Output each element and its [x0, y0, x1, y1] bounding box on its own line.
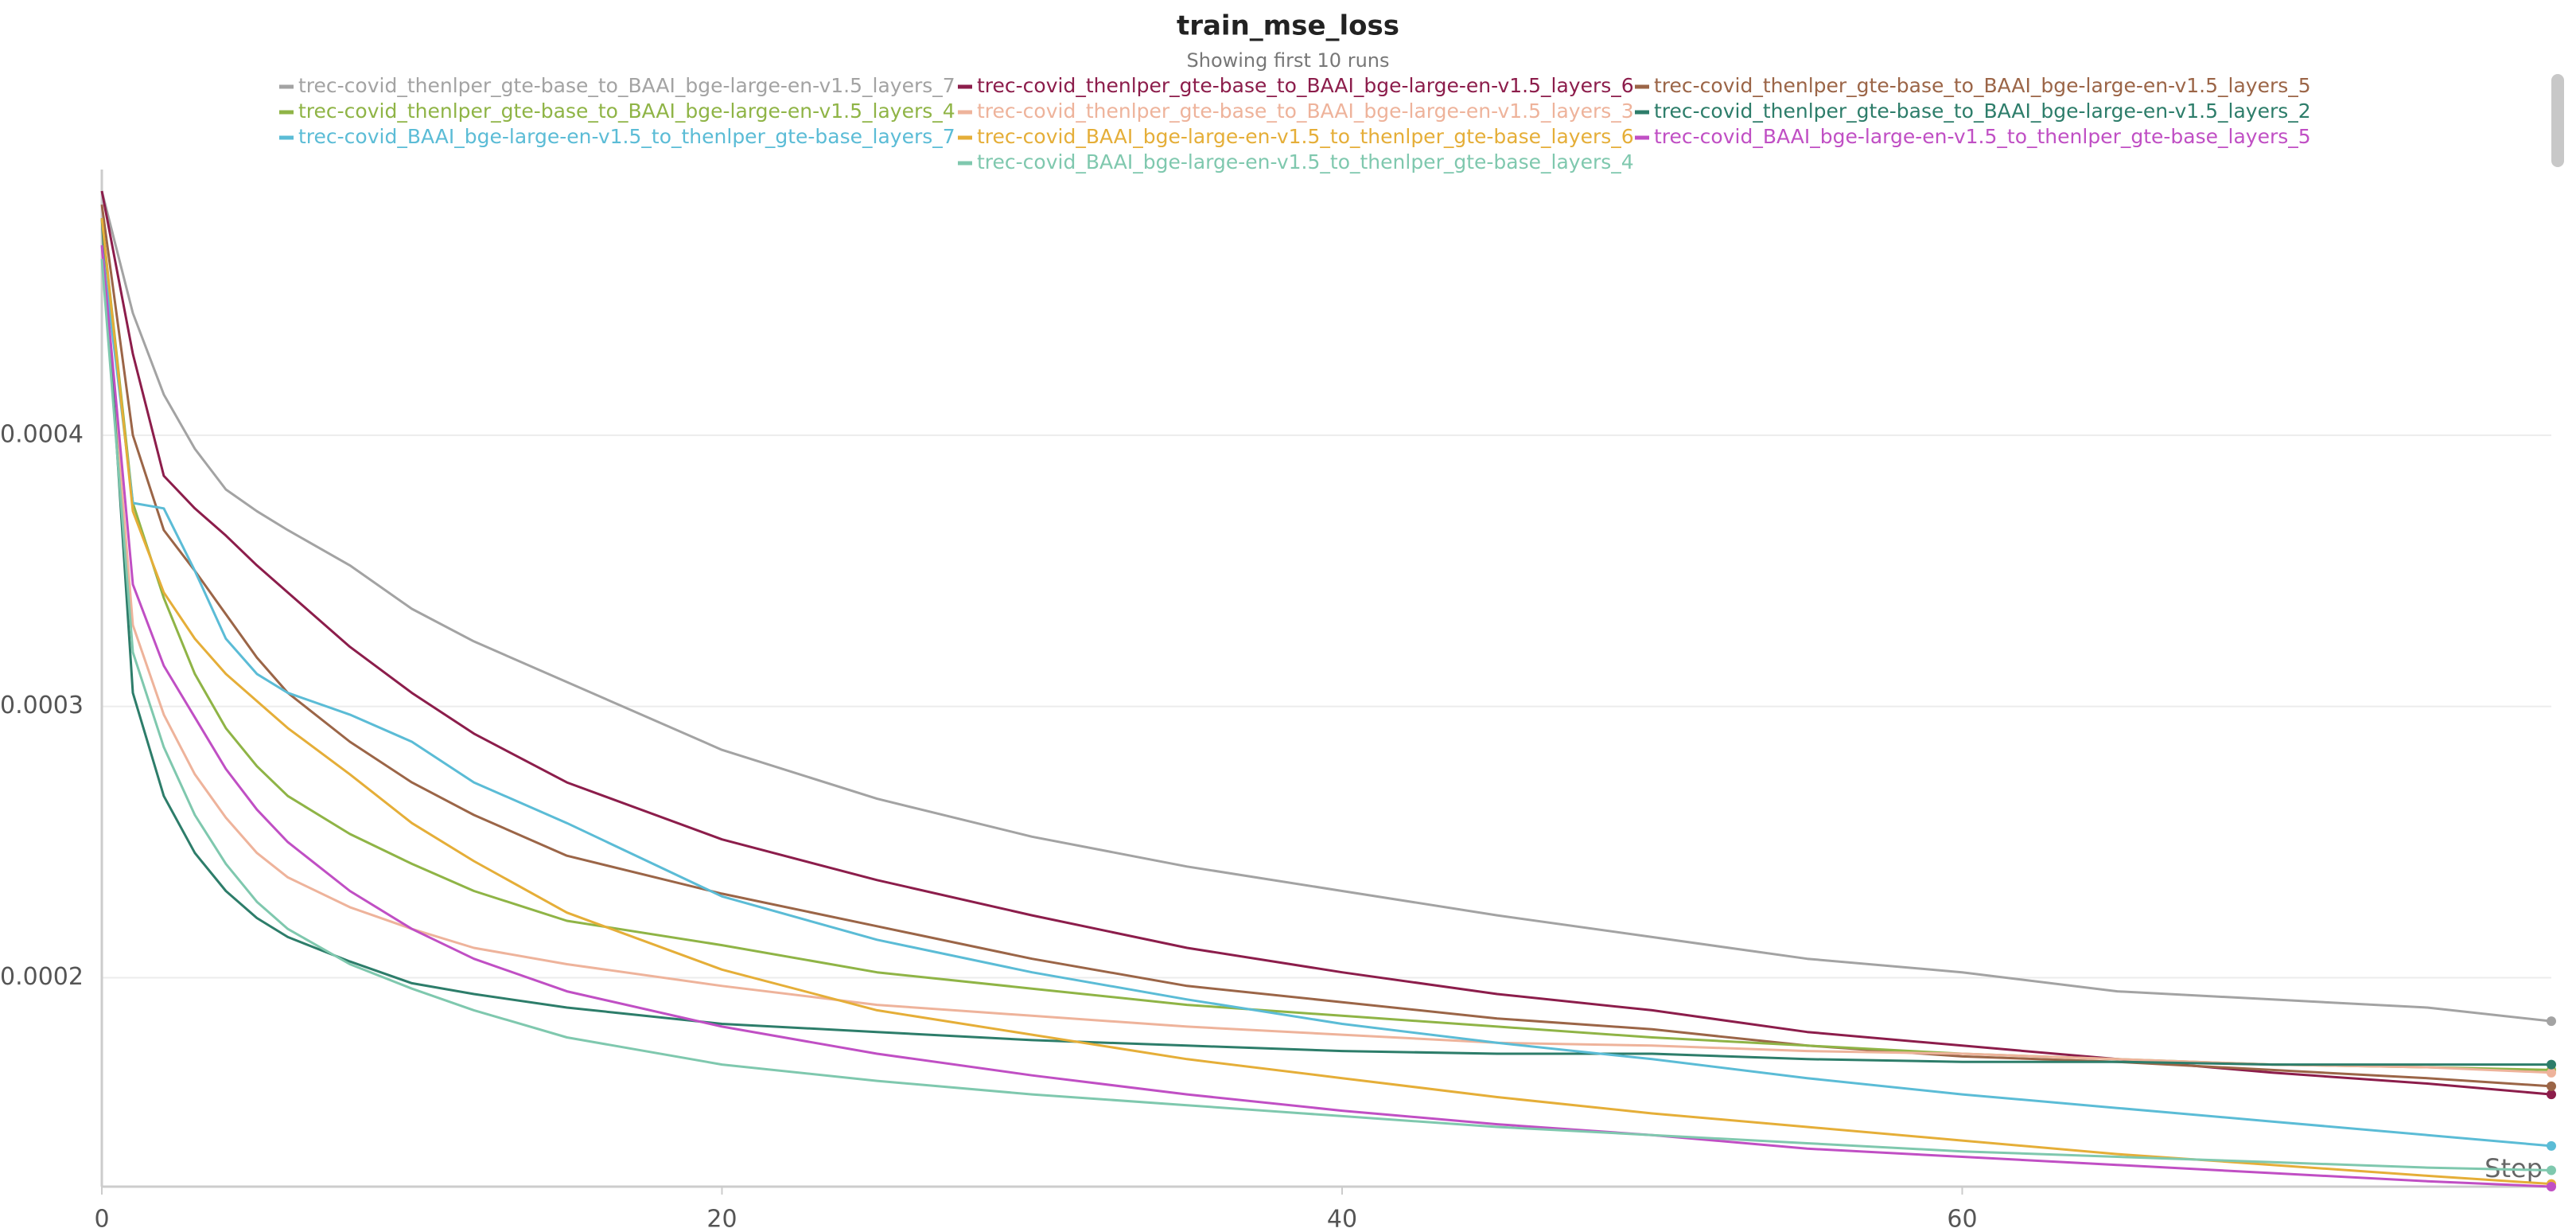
x-tick-label: 0 [94, 1206, 109, 1232]
legend-label: trec-covid_thenlper_gte-base_to_BAAI_bge… [977, 99, 1634, 123]
scrollbar[interactable] [2551, 74, 2564, 167]
line [100, 217, 2552, 1186]
line [100, 259, 2552, 1172]
chart-subtitle: Showing first 10 runs [1187, 49, 1390, 72]
legend-label: trec-covid_thenlper_gte-base_to_BAAI_bge… [977, 74, 1634, 97]
x-tick-label: 20 [706, 1206, 737, 1232]
end-dot [2547, 1182, 2556, 1191]
line [100, 245, 2552, 1074]
legend-label: trec-covid_thenlper_gte-base_to_BAAI_bge… [1654, 74, 2311, 97]
y-tick-label: 0.0004 [0, 420, 84, 448]
chart-title: train_mse_loss [1177, 10, 1399, 42]
end-dot [2547, 1016, 2556, 1027]
line [100, 245, 2552, 1148]
end-dot [2547, 1067, 2556, 1078]
end-dot [2547, 1081, 2556, 1091]
line [100, 204, 2552, 1088]
line [100, 217, 2552, 1071]
legend-label: trec-covid_thenlper_gte-base_to_BAAI_bge… [298, 99, 955, 123]
legend-label: trec-covid_BAAI_bge-large-en-v1.5_to_the… [298, 125, 955, 148]
line [100, 218, 2551, 1066]
end-dot [2547, 1059, 2556, 1070]
legend-label: trec-covid_BAAI_bge-large-en-v1.5_to_the… [977, 125, 1634, 148]
line [100, 245, 2552, 1188]
x-tick-label: 60 [1947, 1206, 1977, 1232]
legend-label: trec-covid_thenlper_gte-base_to_BAAI_bge… [298, 74, 955, 97]
legend-label: trec-covid_BAAI_bge-large-en-v1.5_to_the… [977, 150, 1634, 173]
legend-label: trec-covid_thenlper_gte-base_to_BAAI_bge… [1654, 99, 2311, 123]
line [100, 190, 2552, 1096]
legend-label: trec-covid_BAAI_bge-large-en-v1.5_to_the… [1654, 125, 2311, 148]
y-tick-label: 0.0003 [0, 692, 84, 719]
end-dot [2547, 1165, 2556, 1175]
end-dot [2547, 1140, 2556, 1151]
line [100, 190, 2552, 1023]
x-tick-label: 40 [1327, 1206, 1357, 1232]
y-tick-label: 0.0002 [0, 963, 84, 991]
end-dot [2547, 1090, 2556, 1100]
